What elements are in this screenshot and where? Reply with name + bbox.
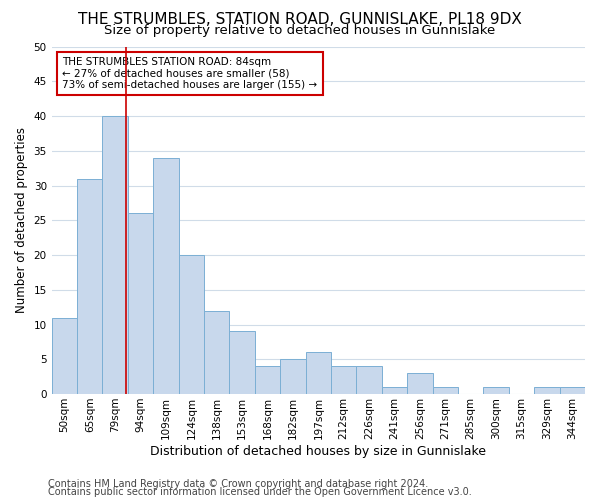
Text: THE STRUMBLES STATION ROAD: 84sqm
← 27% of detached houses are smaller (58)
73% : THE STRUMBLES STATION ROAD: 84sqm ← 27% … bbox=[62, 57, 317, 90]
Bar bbox=[229, 332, 255, 394]
Bar bbox=[128, 214, 153, 394]
Bar bbox=[153, 158, 179, 394]
Bar bbox=[280, 360, 305, 394]
Bar bbox=[204, 310, 229, 394]
Y-axis label: Number of detached properties: Number of detached properties bbox=[15, 128, 28, 314]
Bar bbox=[433, 387, 458, 394]
Text: THE STRUMBLES, STATION ROAD, GUNNISLAKE, PL18 9DX: THE STRUMBLES, STATION ROAD, GUNNISLAKE,… bbox=[78, 12, 522, 28]
Bar bbox=[331, 366, 356, 394]
Text: Contains public sector information licensed under the Open Government Licence v3: Contains public sector information licen… bbox=[48, 487, 472, 497]
Bar bbox=[382, 387, 407, 394]
Bar bbox=[560, 387, 585, 394]
Bar bbox=[52, 318, 77, 394]
Bar bbox=[179, 255, 204, 394]
Bar bbox=[103, 116, 128, 394]
Text: Contains HM Land Registry data © Crown copyright and database right 2024.: Contains HM Land Registry data © Crown c… bbox=[48, 479, 428, 489]
Bar bbox=[484, 387, 509, 394]
Bar bbox=[534, 387, 560, 394]
Bar bbox=[407, 373, 433, 394]
Bar bbox=[356, 366, 382, 394]
Bar bbox=[77, 178, 103, 394]
Text: Size of property relative to detached houses in Gunnislake: Size of property relative to detached ho… bbox=[104, 24, 496, 37]
Bar bbox=[255, 366, 280, 394]
X-axis label: Distribution of detached houses by size in Gunnislake: Distribution of detached houses by size … bbox=[151, 444, 487, 458]
Bar bbox=[305, 352, 331, 394]
